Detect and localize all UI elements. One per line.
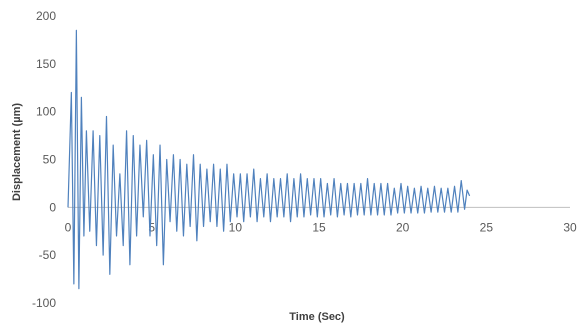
- y-tick-label: 150: [36, 57, 56, 71]
- y-tick-label: 50: [43, 153, 57, 167]
- x-tick-label: 5: [148, 220, 155, 234]
- y-tick-label: 0: [49, 200, 56, 214]
- x-tick-label: 0: [65, 220, 72, 234]
- y-axis-title: Displacement (µm): [11, 103, 23, 201]
- x-tick-label: 20: [396, 220, 410, 234]
- x-tick-label: 10: [229, 220, 243, 234]
- x-tick-label: 15: [312, 220, 326, 234]
- y-tick-label: -50: [39, 248, 57, 262]
- x-axis-title: Time (Sec): [289, 311, 345, 323]
- y-tick-label: 100: [36, 105, 56, 119]
- y-tick-labels: -100 -50 0 50 100 150 200: [32, 9, 56, 310]
- x-tick-label: 30: [563, 220, 577, 234]
- series-line: [67, 29, 471, 290]
- x-tick-label: 25: [480, 220, 494, 234]
- y-tick-label: -100: [32, 296, 56, 310]
- y-tick-label: 200: [36, 9, 56, 23]
- x-tick-labels: 0 5 10 15 20 25 30: [65, 220, 577, 234]
